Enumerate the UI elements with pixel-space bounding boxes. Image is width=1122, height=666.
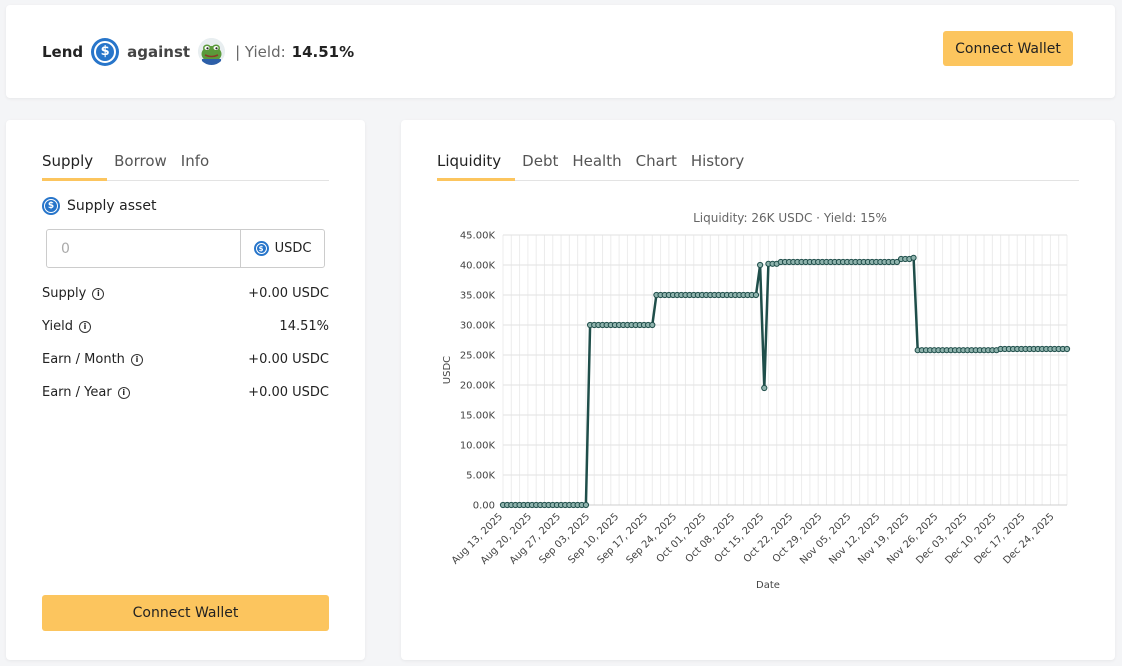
tab-supply[interactable]: Supply	[42, 152, 108, 181]
stat-label: Supply	[42, 286, 87, 301]
tab-health[interactable]: Health	[572, 152, 622, 170]
info-icon[interactable]: i	[130, 353, 143, 366]
y-tick-label: 35.00K	[460, 291, 496, 302]
supply-amount-input[interactable]	[47, 230, 240, 267]
asset-unit: $ USDC	[240, 230, 324, 267]
tab-chart[interactable]: Chart	[635, 152, 677, 170]
usdc-icon: $	[42, 197, 60, 215]
x-tick-label: Sep 10, 2025	[566, 511, 621, 566]
data-point	[761, 384, 768, 392]
usdc-icon: $	[91, 37, 120, 66]
y-tick-label: 10.00K	[460, 441, 496, 452]
market-title: Lend $ against | Yield: 14.51%	[42, 5, 354, 98]
asset-unit-text: USDC	[274, 241, 312, 256]
x-tick-label: Nov 26, 2025	[885, 511, 940, 566]
x-tick-label: Dec 17, 2025	[972, 511, 1027, 566]
y-tick-label: 30.00K	[460, 321, 496, 332]
header-card: Lend $ against | Yield: 14.51%	[6, 5, 1115, 98]
connect-wallet-button[interactable]: Connect Wallet	[943, 31, 1073, 66]
data-point	[893, 258, 901, 266]
stat-value: +0.00 USDC	[248, 286, 329, 301]
supply-panel: Supply Borrow Info $ Supply asset $ USDC…	[6, 120, 365, 660]
series-points	[499, 254, 1071, 509]
stat-label: Earn / Month	[42, 352, 125, 367]
stat-supply: Supply i +0.00 USDC	[42, 286, 329, 301]
x-tick-label: Aug 27, 2025	[508, 511, 563, 566]
stat-value: +0.00 USDC	[248, 385, 329, 400]
y-tick-label: 40.00K	[460, 261, 496, 272]
against-text: against	[127, 42, 191, 61]
supply-asset-text: Supply asset	[67, 198, 157, 214]
data-point	[757, 261, 764, 269]
chart-grid	[502, 234, 1068, 506]
yield-label: | Yield:	[235, 42, 286, 61]
x-tick-label: Sep 24, 2025	[624, 511, 679, 566]
x-tick-label: Sep 17, 2025	[595, 511, 650, 566]
lend-text: Lend	[42, 42, 84, 61]
x-tick-label: Sep 03, 2025	[537, 511, 592, 566]
tab-liquidity[interactable]: Liquidity	[437, 152, 516, 181]
pepe-icon	[198, 38, 226, 65]
x-tick-label: Nov 12, 2025	[827, 511, 882, 566]
x-tick-label: Nov 05, 2025	[798, 511, 853, 566]
x-axis-label: Date	[756, 580, 780, 591]
stat-label: Earn / Year	[42, 385, 112, 400]
data-point	[752, 291, 760, 299]
x-tick-label: Dec 24, 2025	[1001, 511, 1056, 566]
usdc-icon: $	[253, 241, 269, 256]
data-point	[582, 501, 590, 509]
stat-yield: Yield i 14.51%	[42, 319, 329, 334]
y-tick-label: 45.00K	[460, 231, 496, 242]
info-icon[interactable]: i	[92, 287, 105, 300]
data-point	[1063, 345, 1071, 353]
x-tick-label: Nov 19, 2025	[856, 511, 911, 566]
tab-info[interactable]: Info	[180, 152, 210, 170]
stat-value: 14.51%	[279, 319, 329, 334]
y-tick-label: 20.00K	[460, 381, 496, 392]
tab-history[interactable]: History	[690, 152, 745, 170]
y-tick-label: 5.00K	[466, 471, 495, 482]
supply-tabs: Supply Borrow Info	[42, 152, 329, 181]
liquidity-chart: 0.00 5.00K 10.00K 15.00K 20.00K 25.00K 30.00K 3…	[442, 211, 1071, 591]
yield-value: 14.51%	[291, 42, 355, 61]
supply-asset-label: $ Supply asset	[42, 197, 156, 215]
stat-value: +0.00 USDC	[248, 352, 329, 367]
x-tick-label: Aug 13, 2025	[450, 511, 505, 566]
x-tick-label: Dec 03, 2025	[914, 511, 969, 566]
data-point	[649, 321, 656, 329]
tab-borrow[interactable]: Borrow	[114, 152, 167, 170]
chart-panel: Liquidity Debt Health Chart History 0.00…	[401, 120, 1115, 660]
y-axis-label: USDC	[442, 356, 453, 384]
connect-wallet-button[interactable]: Connect Wallet	[42, 595, 329, 631]
chart-title: Liquidity: 26K USDC · Yield: 15%	[693, 211, 887, 225]
supply-amount-field: $ USDC	[46, 229, 325, 268]
x-tick-label: Dec 10, 2025	[943, 511, 998, 566]
x-tick-label: Aug 20, 2025	[479, 511, 534, 566]
stat-earn-year: Earn / Year i +0.00 USDC	[42, 385, 329, 400]
y-tick-label: 15.00K	[460, 411, 496, 422]
info-icon[interactable]: i	[117, 386, 130, 399]
y-tick-label: 0.00	[473, 501, 495, 512]
tab-debt[interactable]: Debt	[522, 152, 559, 170]
stat-earn-month: Earn / Month i +0.00 USDC	[42, 352, 329, 367]
info-icon[interactable]: i	[78, 320, 91, 333]
data-point	[910, 254, 917, 261]
y-tick-label: 25.00K	[460, 351, 496, 362]
stat-label: Yield	[42, 319, 73, 334]
chart-tabs: Liquidity Debt Health Chart History	[437, 152, 1079, 181]
